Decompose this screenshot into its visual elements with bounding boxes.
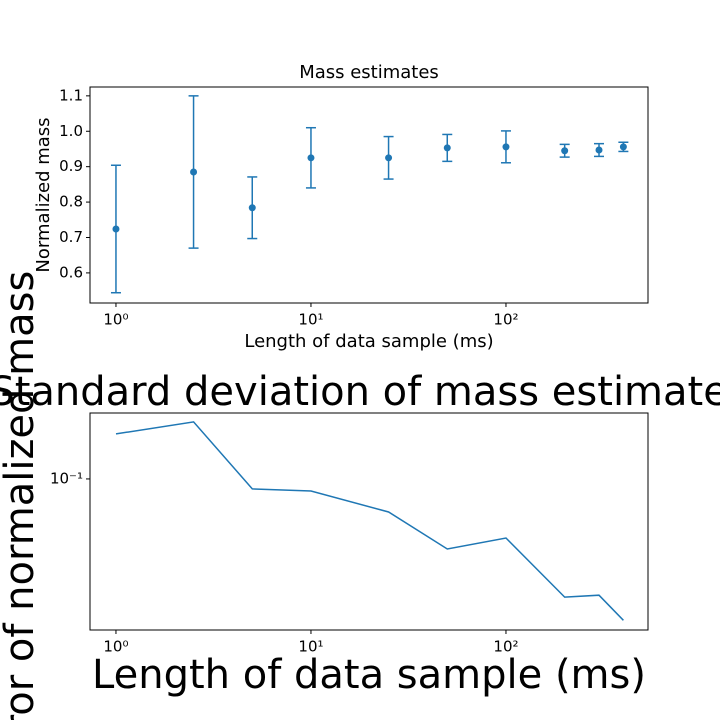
y-tick-label: 10⁻¹ xyxy=(50,469,83,487)
plot-frame xyxy=(89,412,649,631)
x-axis-label: Length of data sample (ms) xyxy=(92,652,646,698)
x-axis-label: Length of data sample (ms) xyxy=(244,331,493,352)
x-tick-label: 10² xyxy=(493,638,518,656)
x-tick-label: 10² xyxy=(493,311,518,329)
data-point xyxy=(561,147,569,155)
data-point xyxy=(595,146,603,154)
data-point xyxy=(248,204,256,212)
data-line xyxy=(115,421,624,621)
y-tick-label: 0.7 xyxy=(59,228,83,246)
data-point xyxy=(619,143,627,151)
x-tick-label: 10⁰ xyxy=(103,311,128,329)
data-point xyxy=(502,143,510,151)
plot-frame xyxy=(89,86,649,304)
y-axis-label: Error of normalized mass xyxy=(0,271,43,720)
y-tick-label: 1.1 xyxy=(59,86,83,104)
y-axis-label: Normalized mass xyxy=(33,117,54,272)
x-tick-label: 10¹ xyxy=(298,638,323,656)
x-tick-label: 10¹ xyxy=(298,311,323,329)
chart-title: Standard deviation of mass estimates xyxy=(0,369,720,415)
data-point xyxy=(112,225,120,233)
x-tick-label: 10⁰ xyxy=(103,638,128,656)
data-point xyxy=(307,154,315,162)
y-tick-label: 1.0 xyxy=(59,122,83,140)
data-point xyxy=(190,168,198,176)
data-point xyxy=(385,154,393,162)
y-tick-label: 0.9 xyxy=(59,157,83,175)
data-point xyxy=(443,144,451,152)
y-tick-label: 0.8 xyxy=(59,193,83,211)
y-tick-label: 0.6 xyxy=(59,263,83,281)
chart-title: Mass estimates xyxy=(299,62,439,83)
